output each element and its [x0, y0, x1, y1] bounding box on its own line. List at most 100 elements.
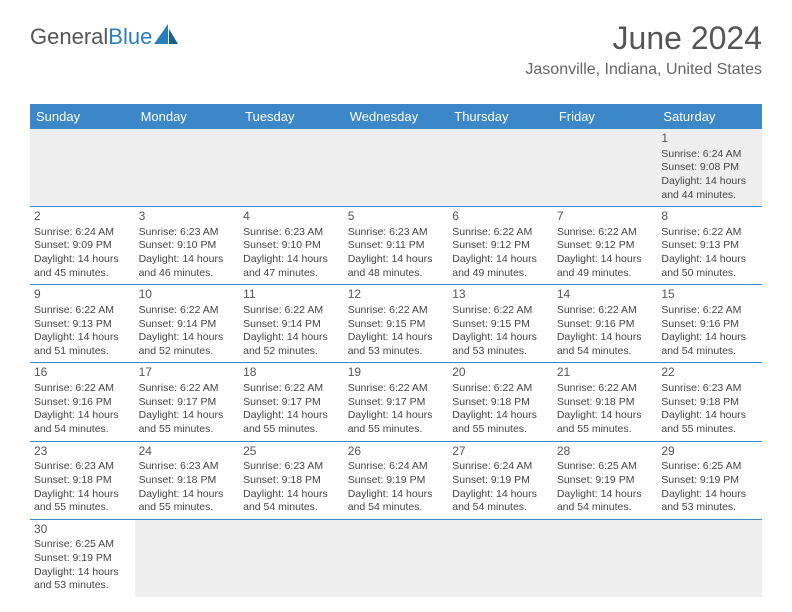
sunrise-text: Sunrise: 6:22 AM — [452, 304, 532, 316]
daylight-text: Daylight: 14 hours and 53 minutes. — [34, 566, 119, 592]
day-number: 30 — [34, 522, 131, 538]
day-cell: 16Sunrise: 6:22 AMSunset: 9:16 PMDayligh… — [30, 363, 135, 441]
daylight-text: Daylight: 14 hours and 49 minutes. — [557, 253, 642, 279]
sunrise-text: Sunrise: 6:22 AM — [139, 304, 219, 316]
sunset-text: Sunset: 9:08 PM — [661, 161, 739, 173]
calendar-row: 16Sunrise: 6:22 AMSunset: 9:16 PMDayligh… — [30, 363, 762, 441]
day-cell: 3Sunrise: 6:23 AMSunset: 9:10 PMDaylight… — [135, 207, 240, 285]
sunset-text: Sunset: 9:16 PM — [661, 318, 739, 330]
day-cell: 24Sunrise: 6:23 AMSunset: 9:18 PMDayligh… — [135, 441, 240, 519]
daylight-text: Daylight: 14 hours and 55 minutes. — [139, 488, 224, 514]
sunrise-text: Sunrise: 6:22 AM — [452, 226, 532, 238]
sunset-text: Sunset: 9:18 PM — [34, 474, 112, 486]
sunset-text: Sunset: 9:19 PM — [34, 552, 112, 564]
calendar-row: 9Sunrise: 6:22 AMSunset: 9:13 PMDaylight… — [30, 285, 762, 363]
daylight-text: Daylight: 14 hours and 54 minutes. — [557, 488, 642, 514]
day-number: 8 — [661, 209, 758, 225]
day-number: 3 — [139, 209, 236, 225]
sunrise-text: Sunrise: 6:23 AM — [243, 226, 323, 238]
day-cell: 15Sunrise: 6:22 AMSunset: 9:16 PMDayligh… — [657, 285, 762, 363]
day-cell: 7Sunrise: 6:22 AMSunset: 9:12 PMDaylight… — [553, 207, 658, 285]
day-number: 9 — [34, 287, 131, 303]
day-cell: 12Sunrise: 6:22 AMSunset: 9:15 PMDayligh… — [344, 285, 449, 363]
day-cell: 20Sunrise: 6:22 AMSunset: 9:18 PMDayligh… — [448, 363, 553, 441]
daylight-text: Daylight: 14 hours and 55 minutes. — [243, 409, 328, 435]
empty-cell — [239, 519, 344, 597]
sunrise-text: Sunrise: 6:22 AM — [34, 304, 114, 316]
empty-cell — [657, 519, 762, 597]
sunset-text: Sunset: 9:16 PM — [34, 396, 112, 408]
logo-text-2: Blue — [108, 24, 152, 50]
daylight-text: Daylight: 14 hours and 54 minutes. — [243, 488, 328, 514]
empty-cell — [448, 519, 553, 597]
sunset-text: Sunset: 9:11 PM — [348, 239, 425, 251]
day-cell: 11Sunrise: 6:22 AMSunset: 9:14 PMDayligh… — [239, 285, 344, 363]
day-cell: 30Sunrise: 6:25 AMSunset: 9:19 PMDayligh… — [30, 519, 135, 597]
sunrise-text: Sunrise: 6:23 AM — [661, 382, 741, 394]
day-cell: 17Sunrise: 6:22 AMSunset: 9:17 PMDayligh… — [135, 363, 240, 441]
sunset-text: Sunset: 9:18 PM — [452, 396, 530, 408]
calendar-row: 1Sunrise: 6:24 AMSunset: 9:08 PMDaylight… — [30, 129, 762, 207]
empty-cell — [344, 519, 449, 597]
day-number: 7 — [557, 209, 654, 225]
weekday-header: Tuesday — [239, 104, 344, 129]
sunset-text: Sunset: 9:10 PM — [139, 239, 217, 251]
sunrise-text: Sunrise: 6:22 AM — [139, 382, 219, 394]
day-cell: 1Sunrise: 6:24 AMSunset: 9:08 PMDaylight… — [657, 129, 762, 207]
sunset-text: Sunset: 9:15 PM — [452, 318, 530, 330]
logo-sail-icon — [154, 24, 180, 44]
sunrise-text: Sunrise: 6:23 AM — [34, 460, 114, 472]
logo-text-1: General — [30, 24, 108, 50]
weekday-header: Thursday — [448, 104, 553, 129]
sunset-text: Sunset: 9:17 PM — [348, 396, 426, 408]
location: Jasonville, Indiana, United States — [525, 61, 762, 79]
daylight-text: Daylight: 14 hours and 55 minutes. — [348, 409, 433, 435]
day-number: 12 — [348, 287, 445, 303]
calendar-row: 2Sunrise: 6:24 AMSunset: 9:09 PMDaylight… — [30, 207, 762, 285]
sunset-text: Sunset: 9:19 PM — [348, 474, 426, 486]
day-number: 5 — [348, 209, 445, 225]
sunrise-text: Sunrise: 6:22 AM — [348, 304, 428, 316]
day-cell: 4Sunrise: 6:23 AMSunset: 9:10 PMDaylight… — [239, 207, 344, 285]
calendar-table: SundayMondayTuesdayWednesdayThursdayFrid… — [30, 104, 762, 597]
day-number: 28 — [557, 444, 654, 460]
daylight-text: Daylight: 14 hours and 51 minutes. — [34, 331, 119, 357]
empty-cell — [448, 129, 553, 207]
daylight-text: Daylight: 14 hours and 55 minutes. — [452, 409, 537, 435]
sunset-text: Sunset: 9:19 PM — [557, 474, 635, 486]
day-number: 27 — [452, 444, 549, 460]
sunset-text: Sunset: 9:18 PM — [243, 474, 321, 486]
day-number: 20 — [452, 365, 549, 381]
sunrise-text: Sunrise: 6:22 AM — [557, 226, 637, 238]
daylight-text: Daylight: 14 hours and 44 minutes. — [661, 175, 746, 201]
day-cell: 21Sunrise: 6:22 AMSunset: 9:18 PMDayligh… — [553, 363, 658, 441]
sunrise-text: Sunrise: 6:24 AM — [348, 460, 428, 472]
daylight-text: Daylight: 14 hours and 52 minutes. — [243, 331, 328, 357]
weekday-header: Sunday — [30, 104, 135, 129]
sunset-text: Sunset: 9:18 PM — [139, 474, 217, 486]
sunset-text: Sunset: 9:18 PM — [557, 396, 635, 408]
sunrise-text: Sunrise: 6:24 AM — [34, 226, 114, 238]
day-cell: 27Sunrise: 6:24 AMSunset: 9:19 PMDayligh… — [448, 441, 553, 519]
daylight-text: Daylight: 14 hours and 53 minutes. — [452, 331, 537, 357]
sunrise-text: Sunrise: 6:22 AM — [243, 382, 323, 394]
weekday-header: Monday — [135, 104, 240, 129]
day-cell: 2Sunrise: 6:24 AMSunset: 9:09 PMDaylight… — [30, 207, 135, 285]
sunset-text: Sunset: 9:10 PM — [243, 239, 321, 251]
sunset-text: Sunset: 9:09 PM — [34, 239, 112, 251]
daylight-text: Daylight: 14 hours and 55 minutes. — [557, 409, 642, 435]
day-number: 18 — [243, 365, 340, 381]
sunrise-text: Sunrise: 6:22 AM — [661, 304, 741, 316]
sunrise-text: Sunrise: 6:22 AM — [661, 226, 741, 238]
month-title: June 2024 — [525, 20, 762, 57]
empty-cell — [553, 129, 658, 207]
sunrise-text: Sunrise: 6:23 AM — [243, 460, 323, 472]
sunset-text: Sunset: 9:18 PM — [661, 396, 739, 408]
daylight-text: Daylight: 14 hours and 46 minutes. — [139, 253, 224, 279]
day-number: 1 — [661, 131, 758, 147]
empty-cell — [553, 519, 658, 597]
empty-cell — [135, 519, 240, 597]
day-number: 14 — [557, 287, 654, 303]
sunrise-text: Sunrise: 6:22 AM — [557, 382, 637, 394]
day-cell: 25Sunrise: 6:23 AMSunset: 9:18 PMDayligh… — [239, 441, 344, 519]
